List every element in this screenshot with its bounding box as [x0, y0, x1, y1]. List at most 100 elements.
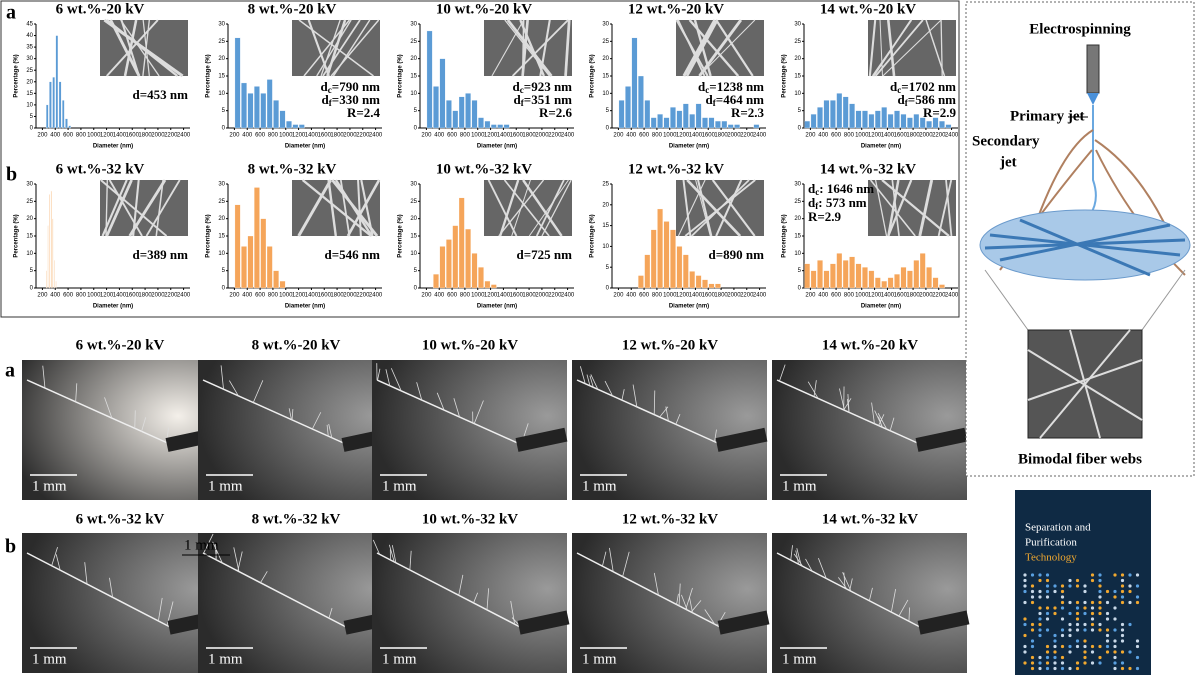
- dot: [1068, 622, 1072, 627]
- sem-fiber: [682, 179, 692, 237]
- x-tick-label: 2000: [343, 293, 357, 299]
- x-tick-label: 800: [268, 133, 279, 139]
- sem-fiber: [357, 179, 362, 237]
- sem-fiber: [715, 179, 743, 237]
- bar: [907, 270, 913, 289]
- sem-fiber: [528, 179, 569, 237]
- x-tick-label: 1400: [305, 293, 319, 299]
- branch: [141, 417, 147, 432]
- branch: [458, 574, 464, 596]
- dot: [1105, 628, 1110, 632]
- sem-fiber: [499, 179, 520, 237]
- dot: [1098, 600, 1102, 605]
- branch: [818, 558, 827, 579]
- branch: [714, 429, 717, 442]
- branch: [871, 402, 875, 424]
- y-tick-label: 5: [30, 268, 34, 274]
- dot: [1098, 584, 1102, 588]
- sem-fiber: [145, 179, 181, 237]
- bar: [721, 120, 728, 129]
- branch: [908, 607, 910, 622]
- x-tick-label: 2400: [945, 133, 959, 139]
- dot: [1023, 661, 1027, 665]
- nozzle: [915, 427, 968, 452]
- chart-title: 8 wt.%-20 kV: [248, 1, 337, 17]
- dot: [1045, 578, 1050, 583]
- cover-background: [1015, 490, 1151, 675]
- scale-bar-label: 1 mm: [582, 651, 617, 667]
- branch: [632, 384, 638, 407]
- sem-fiber: [123, 19, 138, 77]
- dot: [1090, 611, 1095, 616]
- annotation-text: d: [321, 79, 329, 94]
- sem-fiber: [101, 179, 128, 237]
- x-tick-label: 1800: [714, 133, 728, 139]
- bar: [836, 93, 843, 129]
- dot: [1068, 611, 1072, 616]
- y-tick-label: 15: [602, 74, 609, 80]
- dot: [1120, 633, 1125, 638]
- photo: [372, 360, 567, 500]
- x-tick-label: 2000: [151, 133, 165, 139]
- bar: [913, 113, 920, 129]
- y-tick-label: 0: [30, 126, 34, 132]
- sem-fibers: [1027, 329, 1143, 439]
- dot: [1098, 628, 1102, 632]
- sem-fiber: [360, 179, 374, 237]
- dot: [1113, 661, 1117, 665]
- branch: [868, 587, 873, 601]
- dot: [1068, 584, 1072, 588]
- bar: [657, 208, 663, 289]
- dot: [1090, 644, 1095, 649]
- dot: [1098, 655, 1102, 660]
- photo-title: 8 wt.%-20 kV: [252, 337, 341, 353]
- branch: [665, 406, 669, 422]
- annotation: R=2.9: [808, 209, 842, 224]
- zoom-lines: [984, 269, 1186, 331]
- annotation-text: =330 nm: [332, 92, 380, 107]
- x-tick-label: 600: [255, 133, 266, 139]
- bar: [65, 118, 68, 129]
- x-tick-label: 400: [434, 133, 445, 139]
- x-tick-label: 1000: [471, 133, 485, 139]
- annotation-text: d: [322, 92, 330, 107]
- bar: [49, 81, 52, 129]
- x-tick-label: 1200: [292, 133, 306, 139]
- chart-title: 14 wt.%-20 kV: [820, 1, 916, 17]
- x-tick-label: 2400: [753, 293, 767, 299]
- branch: [473, 592, 479, 604]
- branch: [453, 398, 460, 418]
- bar: [926, 120, 932, 129]
- branch: [390, 368, 402, 392]
- branch: [229, 380, 239, 397]
- x-tick-label: 2000: [727, 133, 741, 139]
- dot: [1113, 628, 1117, 632]
- bar: [260, 93, 267, 129]
- annotation-text: d=546 nm: [325, 247, 381, 262]
- bar: [279, 280, 286, 289]
- sem-fiber: [521, 19, 525, 77]
- bar: [426, 30, 433, 129]
- annotation-text: =464 nm: [716, 92, 764, 107]
- x-tick-label: 600: [831, 133, 842, 139]
- dot: [1120, 600, 1125, 605]
- bar: [503, 124, 510, 129]
- bar: [497, 124, 504, 129]
- dot: [1030, 661, 1035, 665]
- branch: [849, 578, 853, 591]
- y-tick-label: 10: [410, 251, 417, 257]
- branch: [328, 423, 333, 438]
- x-tick-label: 2200: [740, 133, 754, 139]
- dot: [1113, 655, 1117, 660]
- jet: [576, 379, 723, 446]
- dot: [1120, 622, 1125, 627]
- branch: [220, 365, 224, 390]
- sem-fiber: [491, 19, 525, 77]
- annotation-text: d=890 nm: [709, 247, 765, 262]
- dot: [1023, 600, 1027, 605]
- x-tick-label: 2400: [369, 133, 383, 139]
- annotation-text: R=2.3: [731, 105, 765, 120]
- y-tick-label: 15: [218, 234, 225, 240]
- dot: [1120, 661, 1125, 665]
- annotation-text: d=453 nm: [133, 87, 189, 102]
